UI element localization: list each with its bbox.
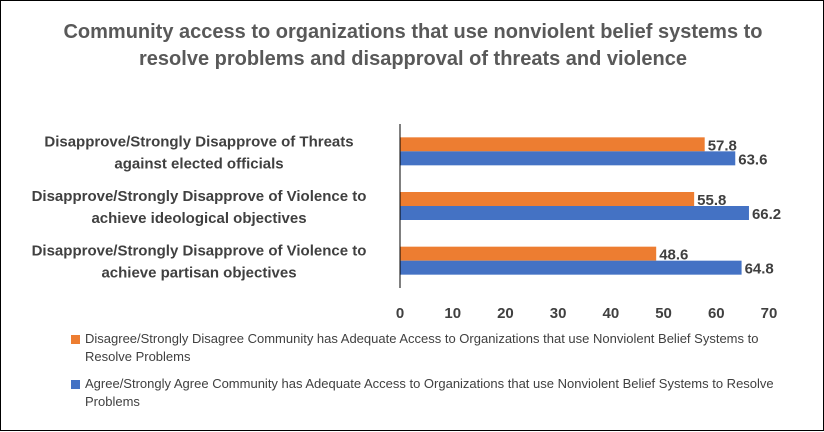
x-tick-label-0: 0	[396, 305, 404, 322]
legend-label-disagree: Disagree/Strongly Disagree Community has…	[85, 331, 759, 364]
bar-disagree-2	[400, 246, 657, 261]
legend-label-agree: Agree/Strongly Agree Community has Adequ…	[85, 376, 774, 409]
chart-title: Community access to organizations that u…	[63, 21, 763, 70]
x-tick-label-30: 30	[550, 305, 567, 322]
x-tick-label-40: 40	[603, 305, 620, 322]
bar-disagree-0	[400, 137, 705, 152]
category-label-1-line-0: Disapprove/Strongly Disapprove of Violen…	[32, 188, 367, 205]
category-label-2-line-1: achieve partisan objectives	[101, 265, 296, 282]
legend-item-disagree: Disagree/Strongly Disagree Community has…	[71, 330, 791, 366]
category-label-0-line-0: Disapprove/Strongly Disapprove of Threat…	[44, 133, 353, 150]
x-tick-label-20: 20	[497, 305, 514, 322]
legend-swatch-agree	[71, 380, 80, 389]
data-label-agree-1: 66.2	[752, 206, 781, 223]
data-label-agree-0: 63.6	[738, 151, 767, 168]
bar-disagree-1	[400, 192, 695, 206]
bar-agree-0	[400, 151, 736, 166]
x-tick-label-50: 50	[655, 305, 672, 322]
category-label-2-line-0: Disapprove/Strongly Disapprove of Violen…	[32, 243, 367, 260]
bar-agree-1	[400, 206, 749, 220]
data-label-disagree-1: 55.8	[697, 192, 726, 209]
x-tick-label-70: 70	[761, 305, 778, 322]
legend-swatch-disagree	[71, 335, 80, 344]
data-label-agree-2: 64.8	[745, 261, 774, 278]
data-label-disagree-0: 57.8	[708, 137, 737, 154]
x-tick-label-10: 10	[444, 305, 461, 322]
category-label-1-line-1: achieve ideological objectives	[91, 210, 306, 227]
data-label-disagree-2: 48.6	[659, 247, 688, 264]
x-tick-label-60: 60	[708, 305, 725, 322]
plot-area: 57.863.6 Disapprove/Strongly Disapprove o…	[32, 124, 781, 322]
legend-item-agree: Agree/Strongly Agree Community has Adequ…	[71, 375, 791, 411]
bar-agree-2	[400, 260, 742, 275]
category-label-0-line-1: against elected officials	[114, 155, 283, 172]
